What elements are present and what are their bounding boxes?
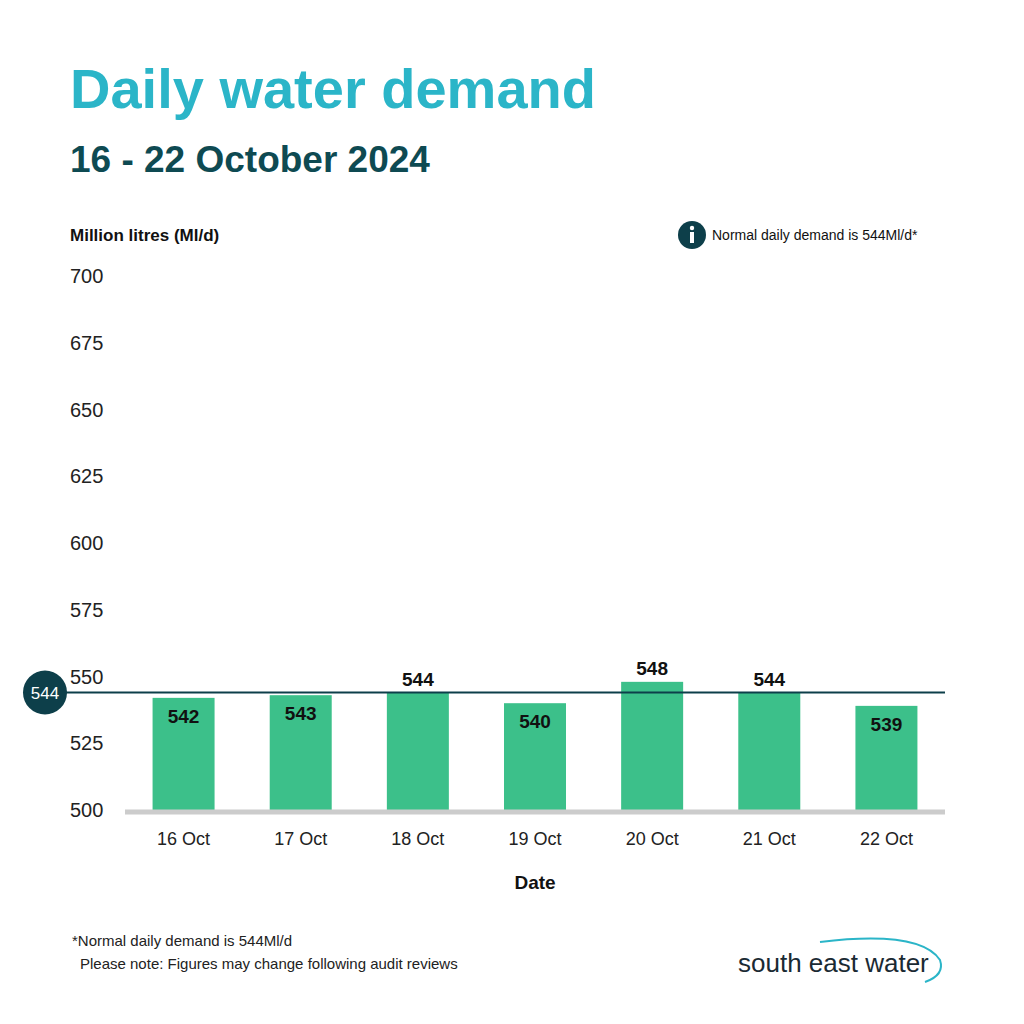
y-axis-label: Million litres (Ml/d) bbox=[70, 226, 219, 245]
y-tick-label: 600 bbox=[70, 532, 103, 554]
baseline bbox=[125, 810, 945, 815]
note: Normal daily demand is 544Ml/d* bbox=[712, 227, 918, 243]
data-label: 542 bbox=[168, 706, 200, 727]
info-icon-circle bbox=[678, 221, 706, 249]
info-icon-dot bbox=[690, 226, 694, 230]
data-label: 544 bbox=[753, 669, 785, 690]
y-tick-label: 700 bbox=[70, 265, 103, 287]
bar bbox=[270, 695, 332, 810]
bar bbox=[153, 698, 215, 810]
bars bbox=[153, 682, 918, 810]
data-label: 544 bbox=[402, 669, 434, 690]
bar bbox=[738, 693, 800, 810]
title: Daily water demand bbox=[70, 57, 596, 120]
y-tick-label: 525 bbox=[70, 732, 103, 754]
x-tick-label: 21 Oct bbox=[743, 829, 796, 849]
y-tick-label: 675 bbox=[70, 332, 103, 354]
y-tick-label: 500 bbox=[70, 799, 103, 821]
info-icon bbox=[678, 221, 706, 249]
subtitle: 16 - 22 October 2024 bbox=[70, 139, 430, 180]
data-label: 540 bbox=[519, 711, 551, 732]
y-tick-label: 625 bbox=[70, 465, 103, 487]
x-tick-label: 19 Oct bbox=[508, 829, 561, 849]
x-tick-label: 17 Oct bbox=[274, 829, 327, 849]
y-tick-label: 575 bbox=[70, 599, 103, 621]
footnote: Please note: Figures may change followin… bbox=[80, 955, 458, 972]
bar bbox=[504, 703, 566, 810]
data-label: 539 bbox=[871, 714, 903, 735]
y-ticks: 500 525 550 575 600 625 650 675 700 bbox=[70, 265, 103, 821]
data-label: 548 bbox=[636, 658, 668, 679]
bar bbox=[855, 706, 917, 810]
info-icon-bar bbox=[690, 232, 694, 243]
data-label: 543 bbox=[285, 703, 317, 724]
x-tick-label: 16 Oct bbox=[157, 829, 210, 849]
footnote: *Normal daily demand is 544Ml/d bbox=[72, 932, 292, 949]
bar bbox=[387, 693, 449, 810]
x-tick-label: 20 Oct bbox=[626, 829, 679, 849]
x-tick-label: 22 Oct bbox=[860, 829, 913, 849]
reference-line bbox=[40, 692, 945, 694]
logo: south east water bbox=[738, 948, 929, 978]
bar bbox=[621, 682, 683, 810]
reference-badge bbox=[23, 671, 67, 715]
x-axis-label: Date bbox=[514, 872, 555, 893]
y-tick-label: 650 bbox=[70, 399, 103, 421]
chart: Daily water demand 16 - 22 October 2024 Mi… bbox=[0, 0, 1024, 1024]
x-tick-label: 18 Oct bbox=[391, 829, 444, 849]
logo-swoosh bbox=[820, 939, 941, 982]
reference-label: 544 bbox=[31, 684, 59, 703]
y-tick-label: 550 bbox=[70, 666, 103, 688]
